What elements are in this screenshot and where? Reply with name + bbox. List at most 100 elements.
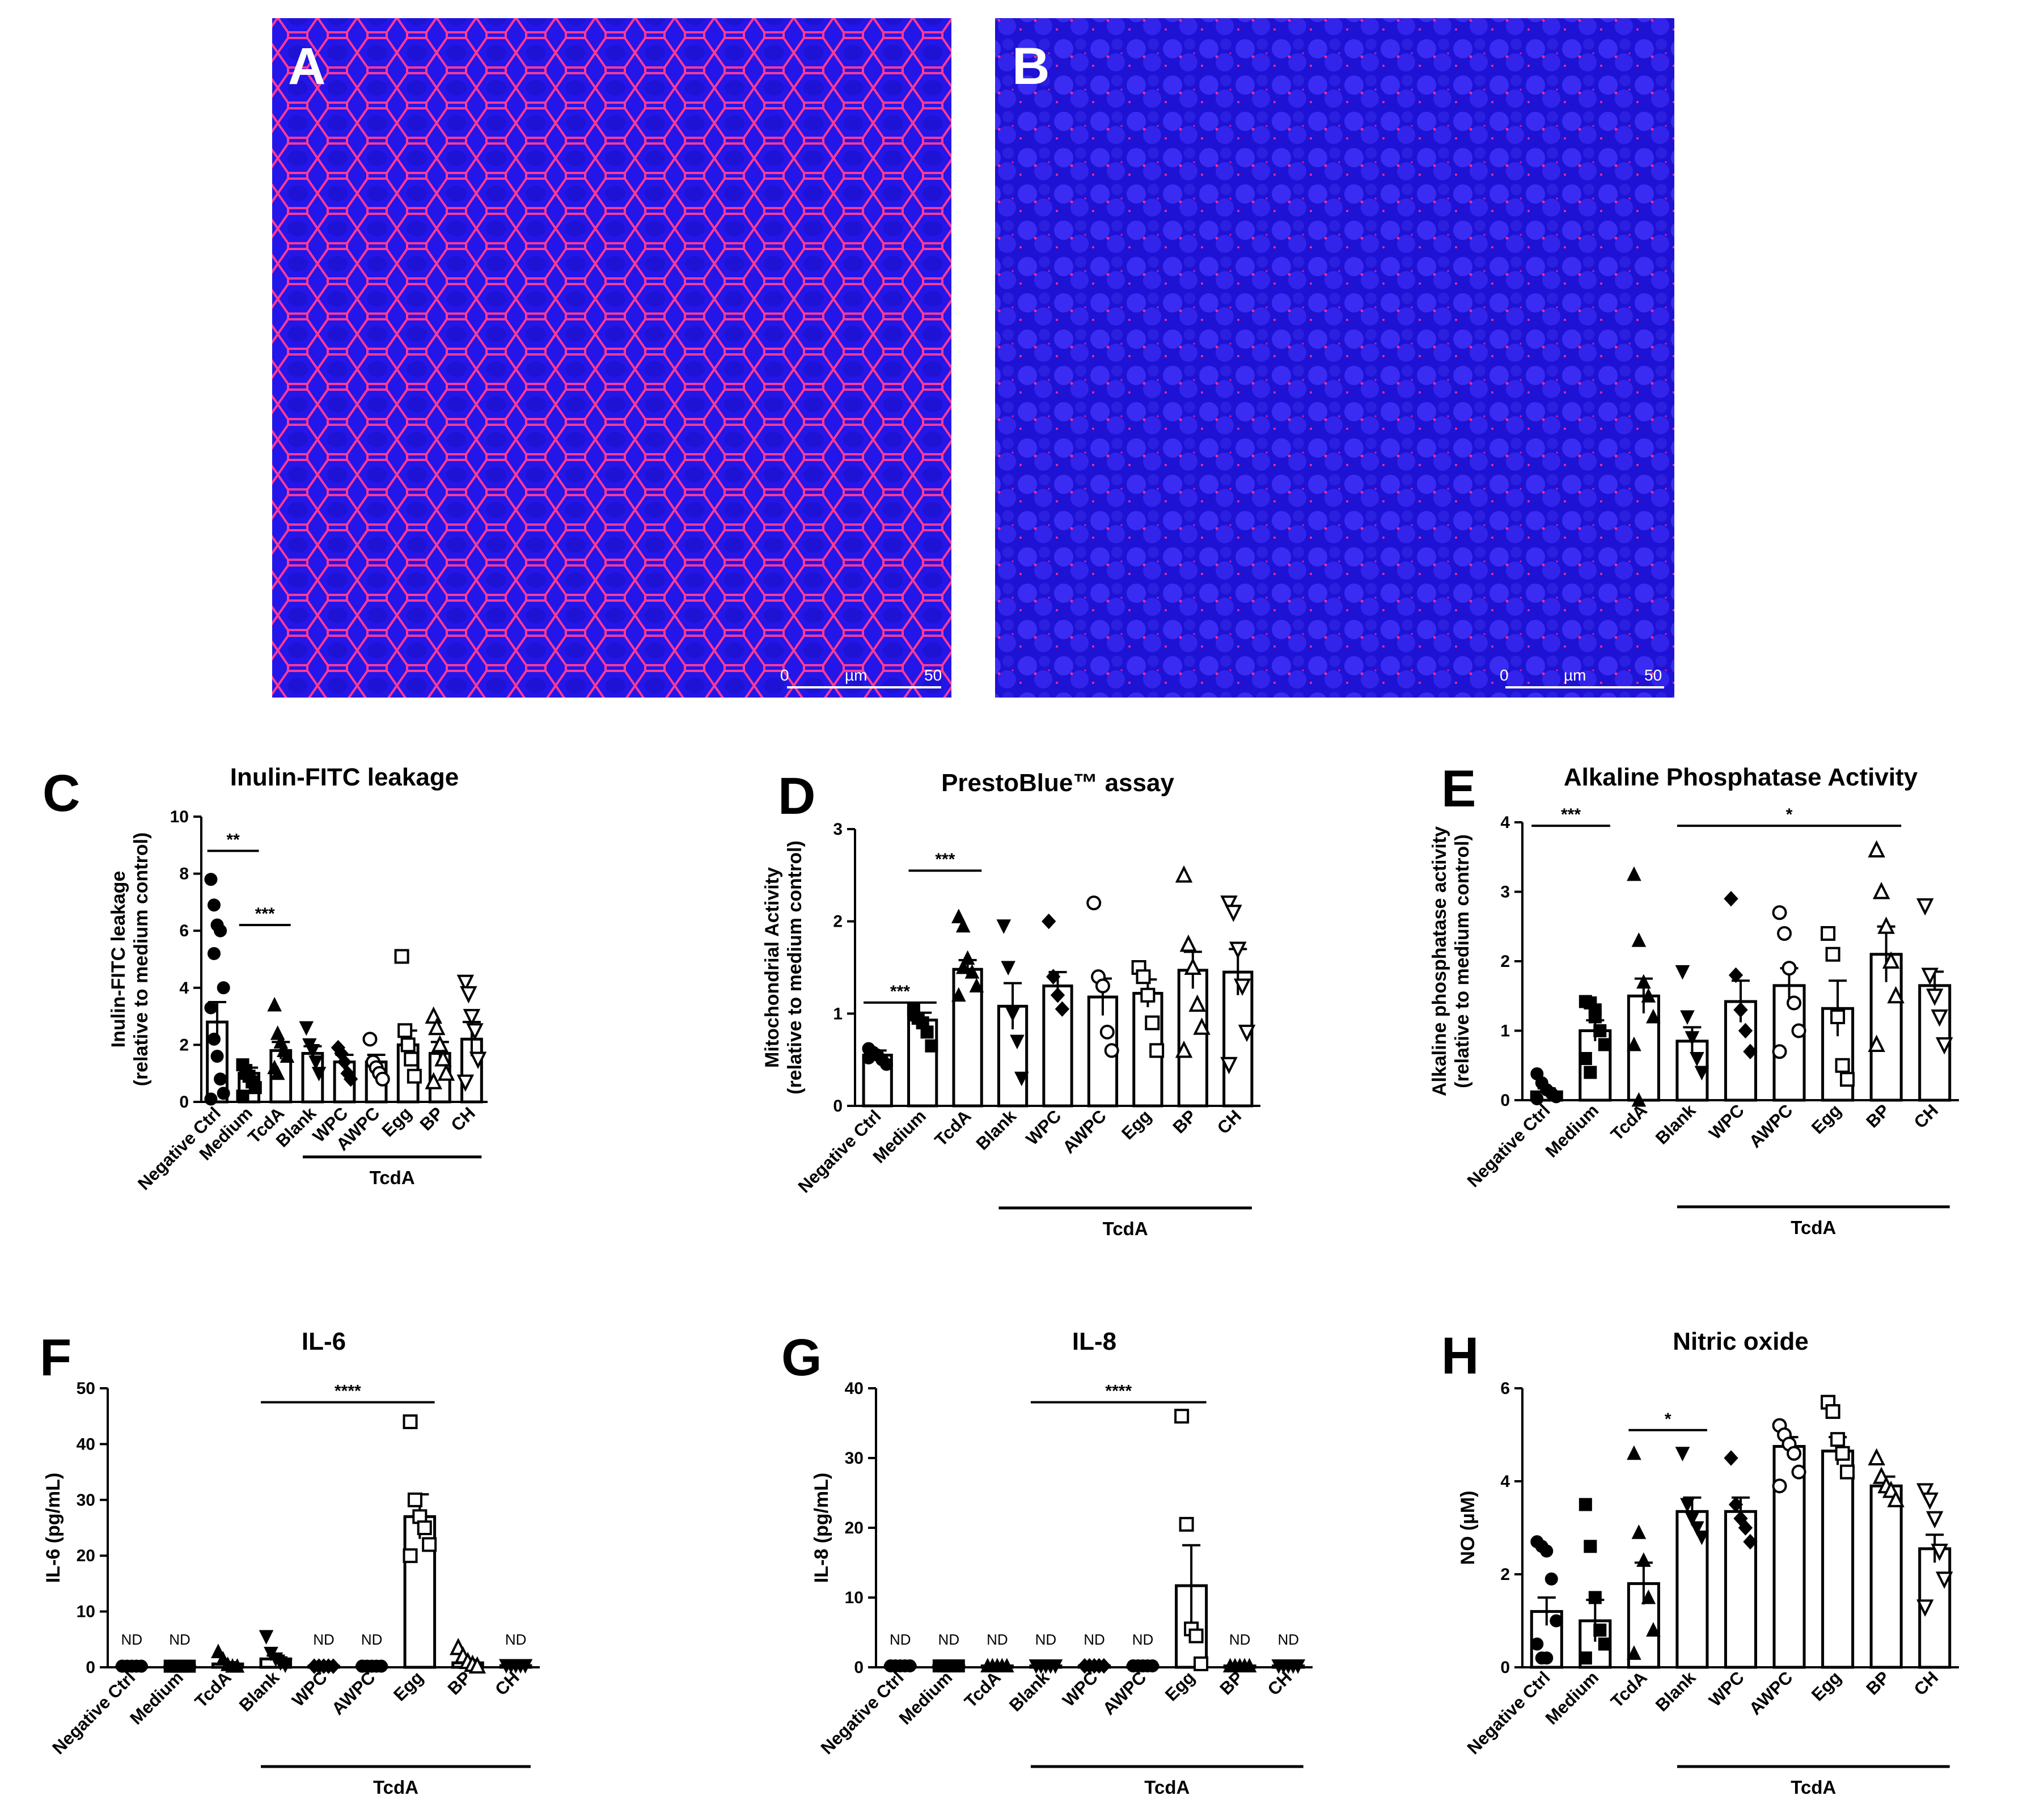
- panel-label-b: B: [1012, 37, 1049, 95]
- data-point: [1627, 866, 1641, 881]
- y-tick-label: 4: [1500, 813, 1510, 832]
- y-tick-label: 2: [833, 912, 843, 931]
- data-point: [1598, 1038, 1611, 1051]
- scale-end-a: 50: [924, 666, 942, 684]
- group-label: TcdA: [1791, 1217, 1836, 1238]
- y-tick-label: 10: [77, 1603, 95, 1621]
- data-point: [230, 1658, 245, 1673]
- data-point: [1840, 1464, 1855, 1480]
- category-label: CH: [1910, 1667, 1942, 1699]
- y-tick-label: 3: [1500, 883, 1510, 902]
- chart-f: F IL-6 0 10 20 30 40 50 IL-6 (pg/mL) Negative Ctr…: [40, 1328, 540, 1798]
- y-axis-title: IL-6 (pg/mL): [43, 1473, 64, 1583]
- data-point: [1694, 1066, 1709, 1081]
- scale-start-b: 0: [1500, 666, 1509, 684]
- y-tick-label: 3: [833, 820, 843, 839]
- data-point: [1627, 1445, 1641, 1460]
- data-point: [248, 1081, 262, 1095]
- data-point: [1220, 895, 1238, 913]
- y-tick-label: 6: [1500, 1379, 1510, 1398]
- data-point: [1791, 1023, 1806, 1038]
- data-point: [1887, 1490, 1905, 1507]
- bar: [1821, 1450, 1855, 1669]
- data-point: [1738, 1022, 1753, 1039]
- data-point: [1916, 1599, 1934, 1617]
- data-point: [1921, 967, 1939, 985]
- category-label: Egg: [378, 1103, 416, 1140]
- data-point: [1825, 947, 1840, 962]
- data-point: [1530, 1637, 1544, 1651]
- data-point: [422, 1537, 437, 1552]
- data-point: [1868, 1448, 1885, 1465]
- data-point: [397, 1023, 413, 1038]
- nd-label: ND: [1229, 1631, 1251, 1648]
- data-point: [1781, 961, 1797, 976]
- data-point: [270, 1065, 285, 1080]
- chart-e: E Alkaline Phosphatase Activity 0 1 2 3 4 Alkal…: [1429, 760, 1959, 1238]
- data-point: [1014, 1071, 1029, 1087]
- micrograph-a-image: [272, 18, 951, 698]
- nd-label: ND: [987, 1631, 1008, 1648]
- y-tick-label: 1: [833, 1004, 843, 1023]
- scale-end-b: 50: [1644, 666, 1662, 684]
- data-point: [1242, 1658, 1257, 1673]
- data-point: [403, 1548, 418, 1564]
- data-point: [1724, 1450, 1738, 1466]
- data-point: [204, 1001, 218, 1015]
- data-point: [463, 1009, 481, 1026]
- data-point: [1127, 1659, 1140, 1673]
- data-point: [116, 1659, 129, 1673]
- data-point: [1010, 1034, 1025, 1050]
- group-label: TcdA: [373, 1777, 418, 1798]
- data-point: [1584, 1540, 1597, 1553]
- category-label: TcdA: [191, 1667, 235, 1712]
- data-point: [1690, 1521, 1704, 1536]
- data-point: [207, 947, 221, 960]
- data-point: [1544, 1572, 1558, 1586]
- data-point: [1916, 1483, 1934, 1501]
- data-point: [1935, 1037, 1953, 1055]
- significance-label: ****: [335, 1382, 361, 1401]
- data-point: [425, 1072, 442, 1089]
- data-point: [134, 1659, 148, 1673]
- nd-label: ND: [890, 1631, 911, 1648]
- data-point: [466, 1023, 484, 1041]
- y-tick-label: 2: [1500, 952, 1510, 971]
- category-label: WPC: [288, 1667, 331, 1710]
- data-point: [1868, 840, 1885, 857]
- significance-label: *: [1665, 1410, 1671, 1429]
- significance-label: ***: [890, 982, 910, 1001]
- data-point: [1724, 891, 1738, 907]
- data-point: [1646, 1008, 1661, 1024]
- data-point: [1005, 1007, 1020, 1022]
- data-point: [1598, 1637, 1611, 1651]
- data-point: [1086, 895, 1102, 911]
- data-point: [1233, 978, 1251, 996]
- data-point: [407, 1068, 422, 1084]
- data-point: [960, 950, 975, 965]
- data-point: [239, 1067, 253, 1080]
- data-point: [1627, 1036, 1641, 1051]
- category-label: TcdA: [1607, 1667, 1651, 1712]
- data-point: [1921, 1492, 1939, 1510]
- y-tick-label: 20: [845, 1519, 864, 1537]
- data-point: [951, 1659, 965, 1673]
- data-point: [259, 1630, 274, 1645]
- scale-unit-a: µm: [845, 666, 867, 684]
- data-point: [1680, 1010, 1695, 1025]
- data-point: [1290, 1659, 1306, 1674]
- data-point: [1000, 1658, 1014, 1673]
- data-point: [1868, 1034, 1885, 1052]
- data-point: [1631, 1524, 1647, 1539]
- data-point: [207, 1032, 221, 1046]
- panel-label-a: A: [288, 37, 325, 95]
- micrograph-b-image: [995, 18, 1674, 698]
- data-point: [1835, 1058, 1850, 1073]
- data-point: [1579, 1498, 1592, 1511]
- data-point: [996, 919, 1012, 934]
- data-point: [1095, 978, 1110, 994]
- data-point: [1675, 1447, 1690, 1461]
- category-label: Egg: [1161, 1667, 1199, 1705]
- significance-label: *: [1786, 805, 1793, 824]
- y-axis-title: NO (µM): [1457, 1490, 1479, 1565]
